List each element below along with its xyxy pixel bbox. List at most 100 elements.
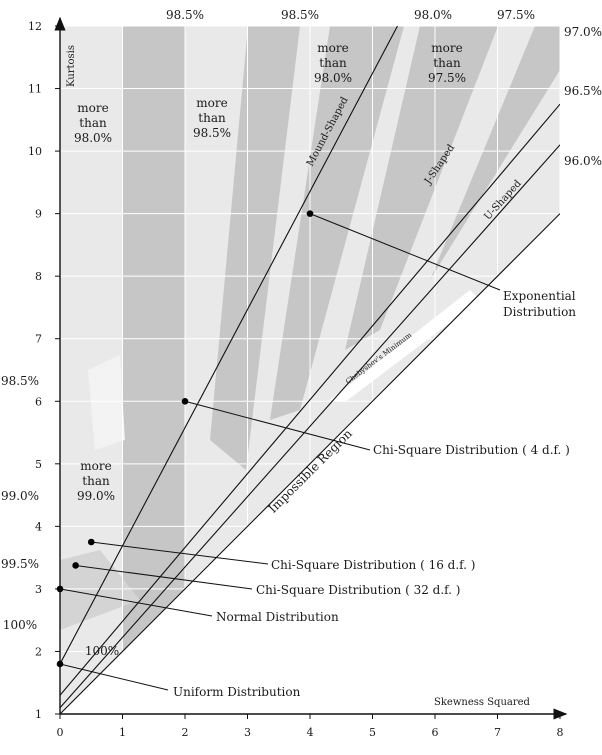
leader-line [309,213,501,291]
grid [60,25,561,714]
region-label-line: more [431,41,462,55]
region-label-line: than [79,116,107,130]
region-label-line: more [77,101,108,115]
distribution-point [87,538,95,546]
y-tick-label: 12 [28,20,42,33]
exponential-label-line2: Distribution [503,305,576,319]
x-tick-label: 5 [369,726,376,739]
region-band-3 [270,26,404,420]
x-tick-label: 4 [307,726,314,739]
y-tick-label: 1 [35,708,42,721]
x-tick-label: 1 [119,726,126,739]
region-label-line: 98.0% [314,71,352,85]
x-tick-label: 8 [557,726,564,739]
region-label-line: 98.5% [193,126,231,140]
uniform-label: Uniform Distribution [173,685,301,699]
right-percent-label: 96.0% [564,154,602,168]
y-axis-label: Kurtosis [66,45,77,87]
x-tick-label: 6 [432,726,439,739]
region-band-2 [210,26,300,470]
region-label: more than 98.5% [193,96,231,140]
region-label-line: than [198,111,226,125]
region-label-line: 98.0% [74,131,112,145]
left-percent-label: 98.5% [1,374,39,388]
y-tick-label: 3 [35,583,42,596]
y-tick-label: 11 [28,83,42,96]
distribution-point [181,397,189,405]
x-ticks: 0 1 2 3 4 5 6 7 8 [57,714,564,739]
x-tick-label: 2 [182,726,189,739]
region-label: more than 98.0% [74,101,112,145]
boundary-line [60,103,560,696]
y-tick-label: 10 [28,145,42,158]
region-label-line: than [433,56,461,70]
y-tick-label: 4 [35,520,42,533]
y-tick-label: 6 [35,395,42,408]
region-label-line: 97.5% [428,71,466,85]
region-label-line: 99.0% [77,489,115,503]
region-band-4 [345,26,498,350]
x-tick-label: 3 [244,726,251,739]
top-percent-label: 98.5% [281,8,319,22]
top-percent-label: 97.5% [497,8,535,22]
distribution-labels: Exponential Distribution Chi-Square Dist… [173,289,579,699]
left-percent-label: 99.5% [1,557,39,571]
region-label-line: than [82,474,110,488]
top-percent-label: 98.5% [166,8,204,22]
region-band-5 [430,26,560,280]
distribution-point [72,562,79,569]
y-tick-label: 7 [35,333,42,346]
leader-line [184,400,371,451]
distribution-point [56,585,64,593]
y-tick-label: 5 [35,458,42,471]
region-label-line: more [317,41,348,55]
x-axis-label: Skewness Squared [434,697,531,708]
region-label-line: more [80,459,111,473]
distribution-points [56,210,314,668]
region-center-pale [88,355,125,450]
boundary-line [60,213,560,714]
chi-square-4-label: Chi-Square Distribution ( 4 d.f. ) [373,443,570,457]
chi-square-16-label: Chi-Square Distribution ( 16 d.f. ) [271,558,476,572]
leader-lines [59,213,501,691]
exponential-label: Exponential Distribution [503,289,579,319]
left-percent-labels: 98.5% 99.0% 99.5% 100% [1,374,39,632]
region-lower-left [60,550,140,630]
y-tick-label: 2 [35,645,42,658]
normal-label: Normal Distribution [216,610,339,624]
leader-line [59,588,213,617]
region-label: more than 97.5% [428,41,466,85]
y-tick-label: 8 [35,270,42,283]
leader-line [59,663,169,691]
left-percent-label: 100% [3,618,37,632]
boundary-line [60,144,560,709]
x-tick-label: 0 [57,726,64,739]
distribution-point [306,210,314,217]
left-percent-label: 99.0% [1,489,39,503]
region-label-line: more [196,96,227,110]
top-percent-labels: 98.5% 98.5% 98.0% 97.5% [166,8,535,22]
right-percent-label: 97.0% [564,25,602,39]
inner-100-percent-label: 100% [85,644,119,658]
region-label: more than 99.0% [77,459,115,503]
distribution-point [56,660,64,668]
right-percent-label: 96.5% [564,84,602,98]
x-tick-label: 7 [494,726,501,739]
boundary-lines [60,26,560,714]
region-label-line: than [319,56,347,70]
y-tick-label: 9 [35,208,42,221]
leader-line [75,564,253,590]
leader-line [91,541,269,565]
region-chebyshev-white [330,290,480,402]
exponential-label-line1: Exponential [503,289,576,303]
region-label: more than 98.0% [314,41,352,85]
boundary-line [60,26,398,665]
chi-square-32-label: Chi-Square Distribution ( 32 d.f. ) [256,583,461,597]
top-percent-label: 98.0% [414,8,452,22]
region-labels: more than 98.0%more than 98.5%more than 98.0%m… [74,41,466,503]
right-percent-labels: 97.0% 96.5% 96.0% [564,25,602,168]
region-band-1 [122,26,185,714]
